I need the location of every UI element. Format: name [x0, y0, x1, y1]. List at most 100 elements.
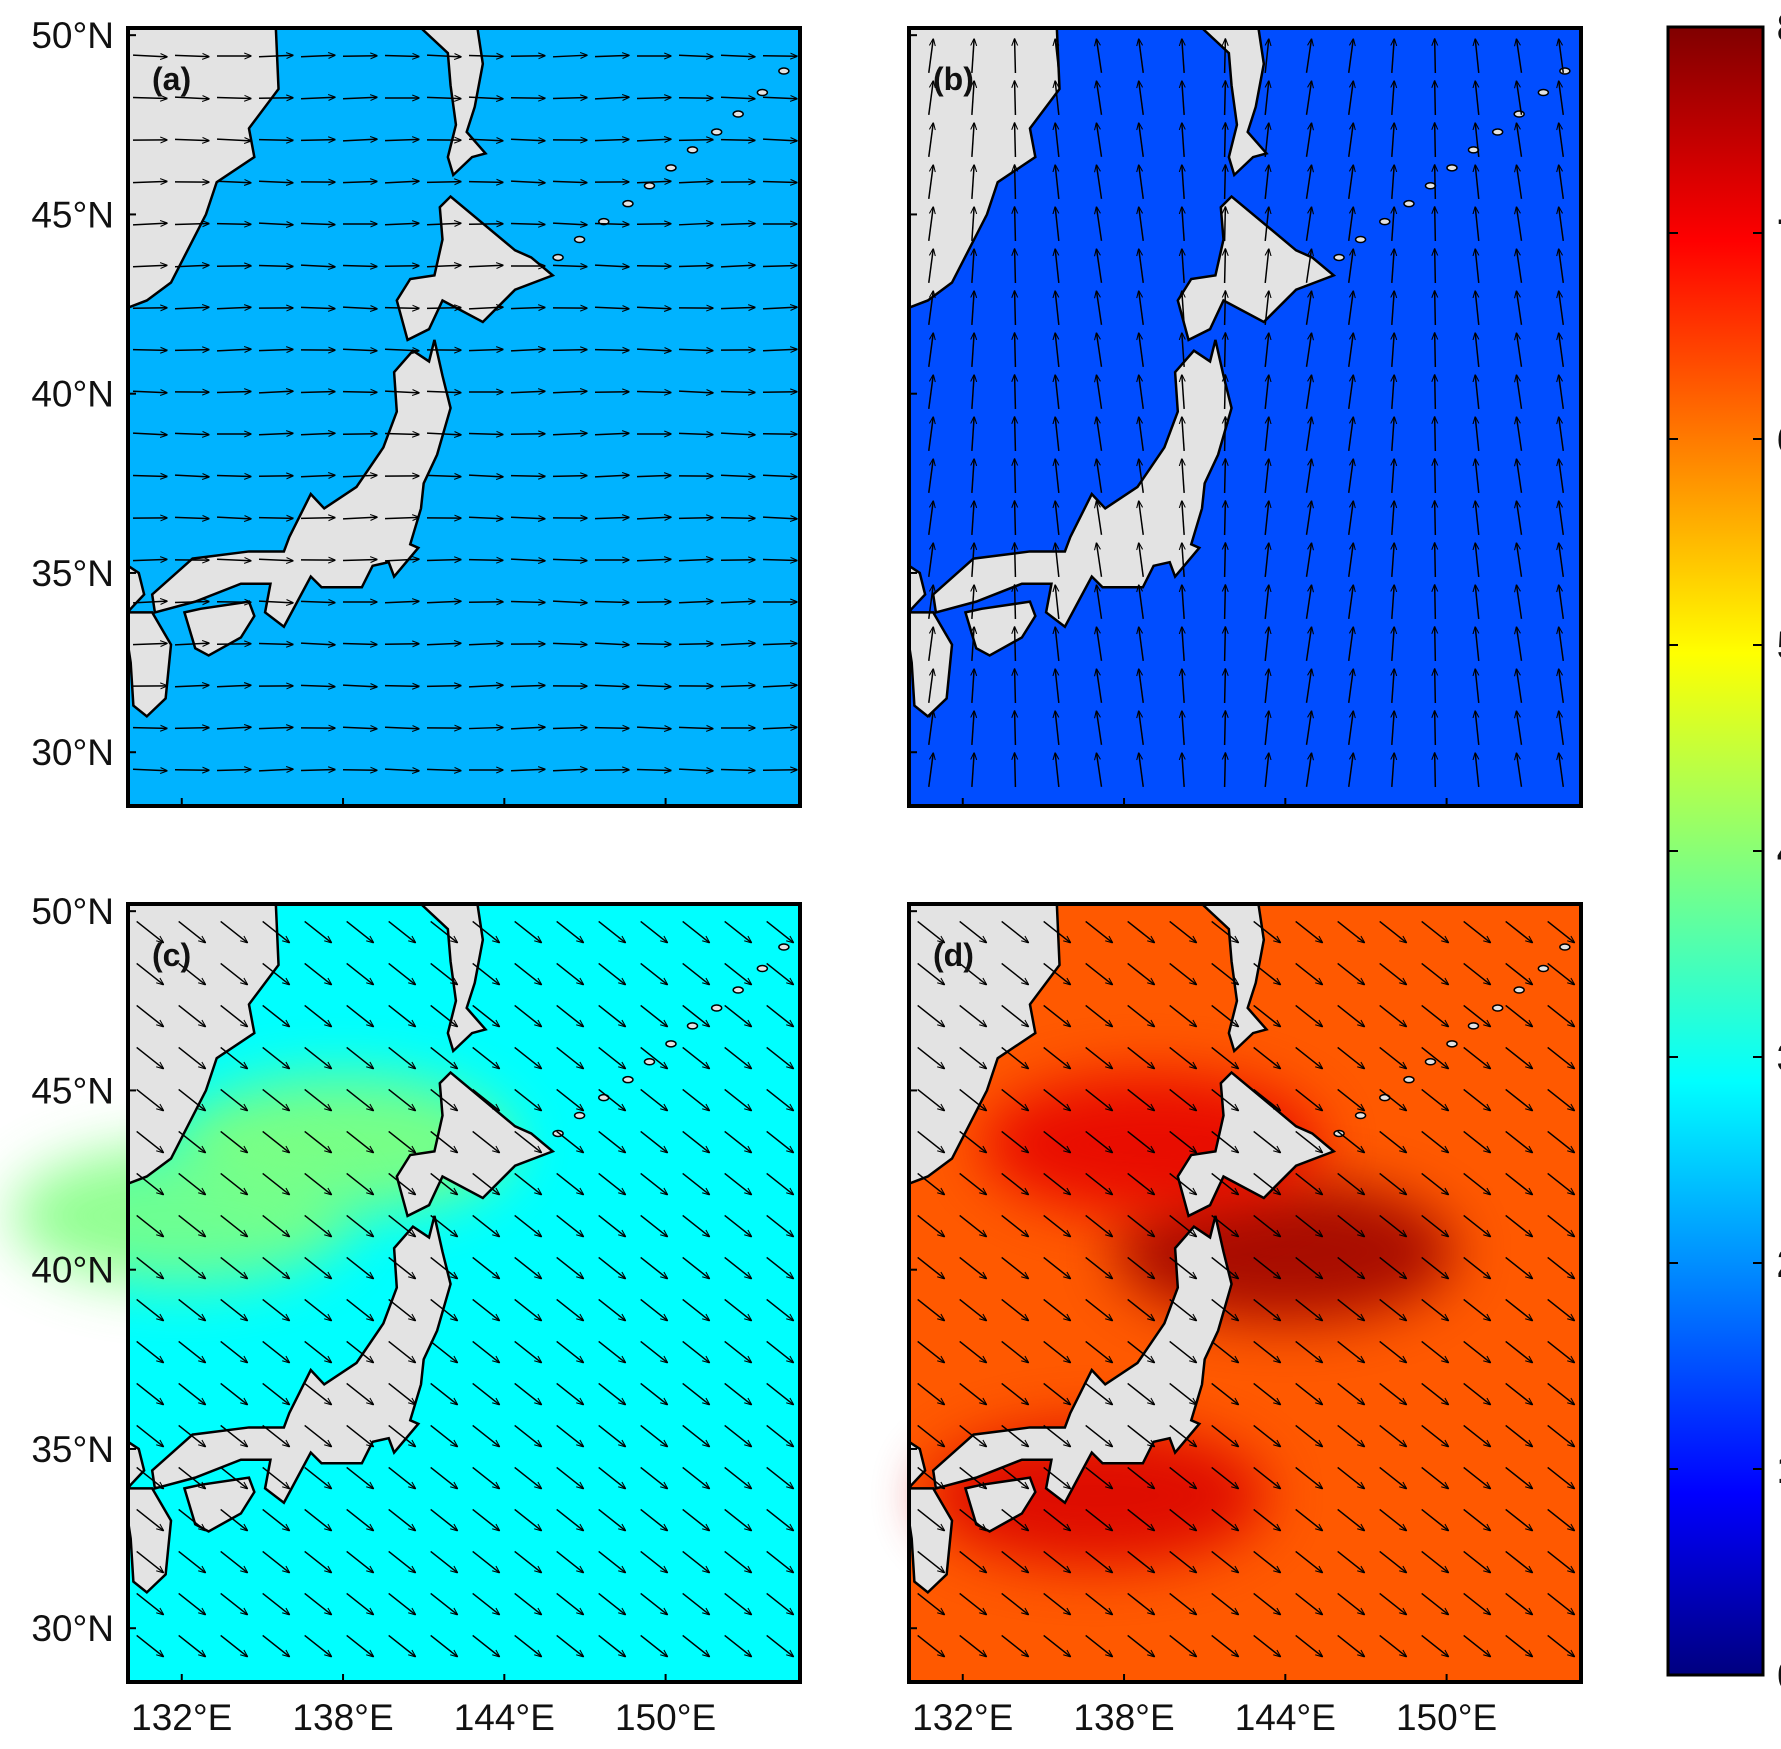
panel-a-wind-arrow: [342, 643, 377, 644]
panel-c-wind-arrow: [640, 1550, 668, 1572]
panel-b-wind-arrow: [972, 501, 974, 536]
panel-d-wind-arrow: [959, 1634, 987, 1656]
panel-d-wind-arrow: [1001, 1172, 1029, 1194]
panel-b-wind-arrow: [1264, 207, 1269, 241]
panel-b-wind-arrow: [1015, 81, 1016, 116]
panel-d-wind-arrow: [1001, 1550, 1029, 1572]
panel-d-wind-arrow: [1505, 1466, 1533, 1488]
panel-b-wind-arrow: [1225, 627, 1226, 662]
panel-b-wind-arrow: [1264, 711, 1269, 745]
panel-a-wind-arrow: [678, 55, 713, 56]
panel-a-wind-arrow: [258, 727, 293, 728]
panel-d-wind-arrow: [1505, 1046, 1533, 1068]
panel-b-wind-arrow: [1475, 165, 1480, 199]
panel-b-wind-arrow: [1305, 669, 1312, 703]
panel-c-wind-arrow: [556, 1214, 584, 1236]
panel-b-wind-arrow: [1559, 249, 1565, 283]
panel-d-wind-arrow: [1085, 1634, 1113, 1656]
panel-b-wind-arrow: [1225, 753, 1226, 788]
panel-d-wind-arrow: [1253, 1592, 1281, 1614]
panel-d-wind-arrow: [1043, 920, 1071, 942]
panel-b-wind-arrow: [928, 375, 933, 409]
panel-c-wind-arrow: [346, 1466, 374, 1488]
panel-a-wind-arrow: [552, 601, 587, 603]
lat-tick-label: 50°N: [31, 891, 114, 932]
panel-a-wind-arrow: [636, 224, 671, 225]
panel-b-landmass: [931, 339, 1233, 629]
panel-d-wind-arrow: [959, 1298, 987, 1320]
panel-d-wind-arrow: [1085, 1340, 1113, 1362]
panel-d-wind-arrow: [917, 1550, 945, 1572]
panel-d-lat-ticks: [909, 910, 917, 1630]
panel-b-wind-arrow: [1392, 669, 1394, 704]
panel-b-wind-arrow: [1392, 249, 1394, 284]
panel-d-wind-arrow: [1043, 1340, 1071, 1362]
panel-a-wind-arrow: [636, 181, 671, 182]
panel-b-wind-arrow: [1139, 81, 1144, 115]
panel-c-wind-arrow: [724, 1298, 752, 1320]
panel-d-wind-arrow: [1337, 1592, 1365, 1614]
panel-d-wind-arrow: [1127, 962, 1155, 984]
panel-b-wind-arrow: [1055, 291, 1060, 325]
panel-d-wind-arrow: [1211, 1046, 1239, 1068]
panel-a-wind-arrow: [132, 601, 167, 603]
panel-a-wind-arrow: [426, 601, 461, 603]
panel-c-wind-arrow: [514, 1046, 542, 1068]
panel-d-wind-arrow: [1127, 920, 1155, 942]
panel-c-wind-arrow: [346, 1340, 374, 1362]
panel-c-wind-arrow: [178, 1256, 206, 1278]
panel-c-wind-arrow: [724, 920, 752, 942]
panel-b-wind-arrow: [1015, 165, 1016, 200]
panel-d-wind-arrow: [1043, 1466, 1071, 1488]
panel-b-wind-arrow: [1559, 669, 1565, 703]
panel-a-wind-arrow: [426, 686, 461, 687]
panel-b-wind-arrow: [1435, 39, 1436, 74]
panel-a-wind-arrow: [762, 475, 797, 476]
panel-c-wind-arrow: [304, 1214, 332, 1236]
panel-b-wind-arrow: [1182, 753, 1184, 788]
panel-a-wind-arrow: [720, 140, 755, 141]
panel-c-wind-arrow: [262, 1130, 290, 1152]
panel-c-wind-arrow: [136, 1508, 164, 1530]
panel-b-wind-arrow: [1225, 123, 1226, 158]
lon-tick-label: 150°E: [615, 1697, 716, 1738]
panel-a: (a) 50°N 45°N 40°N 35°N 30°N: [31, 15, 802, 808]
panel-a-wind-arrow: [552, 181, 587, 182]
panel-b-wind-arrow: [1055, 417, 1060, 451]
panel-d-wind-arrow: [1505, 1004, 1533, 1026]
panel-b-wind-arrow: [1435, 585, 1436, 620]
panel-c-wind-arrow: [430, 1340, 458, 1362]
panel-d-wind-arrow: [1421, 1088, 1449, 1110]
panel-a-wind-arrow: [132, 559, 167, 560]
panel-b-wind-arrow: [928, 39, 933, 73]
panel-d-wind-arrow: [1211, 1340, 1239, 1362]
panel-d-wind-arrow: [1547, 1508, 1575, 1530]
panel-a-wind-arrow: [762, 770, 797, 771]
panel-c-wind-arrow: [136, 1130, 164, 1152]
panel-b-wind-arrow: [1305, 249, 1312, 283]
panel-d-wind-arrow: [1001, 1004, 1029, 1026]
panel-b-wind-arrow: [1305, 207, 1312, 241]
panel-a-wind-arrow: [762, 727, 797, 728]
panel-b-wind-arrow: [1559, 627, 1565, 661]
panel-d-wind-arrow: [1253, 1634, 1281, 1656]
panel-a-wind-arrow: [468, 643, 503, 644]
panel-a-wind-arrow: [384, 55, 419, 56]
panel-c-wind-arrow: [388, 1088, 416, 1110]
panel-a-island: [622, 199, 634, 208]
panel-d-wind-arrow: [959, 920, 987, 942]
panel-b-wind-arrow: [1347, 291, 1354, 325]
panel-a-wind-arrow: [300, 55, 335, 57]
panel-c-wind-arrow: [220, 1046, 248, 1068]
panel-c-wind-arrow: [766, 1592, 794, 1614]
panel-c-wind-arrow: [346, 1382, 374, 1404]
panel-c-wind-arrow: [514, 1172, 542, 1194]
panel-d-wind-arrow: [1253, 1298, 1281, 1320]
panel-c-wind-arrow: [178, 1466, 206, 1488]
panel-b-wind-arrow: [1264, 753, 1269, 787]
panel-a-wind-arrow: [216, 97, 251, 98]
panel-b-wind-arrow: [1055, 711, 1060, 745]
panel-b-wind-arrow: [1517, 501, 1523, 535]
panel-c-wind-arrow: [430, 1634, 458, 1656]
panel-a-wind-arrow: [678, 433, 713, 434]
